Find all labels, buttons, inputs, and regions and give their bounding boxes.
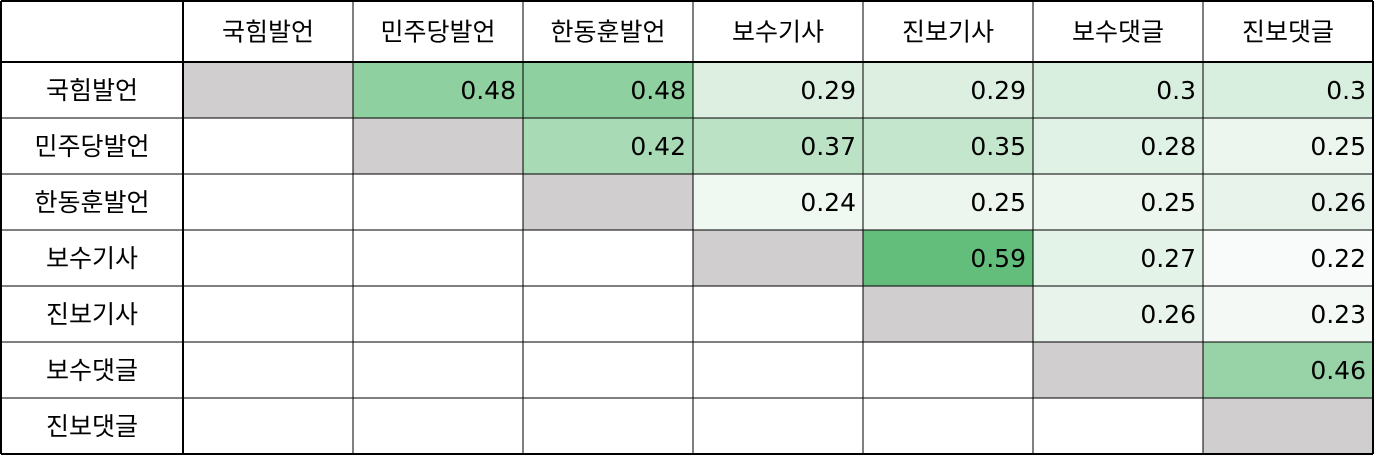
row-header: 진보댓글 xyxy=(46,412,138,441)
heatmap-value-label: 0.48 xyxy=(460,76,516,105)
heatmap-cell xyxy=(1203,118,1373,174)
heatmap-value-label: 0.46 xyxy=(1310,356,1366,385)
heatmap-grid xyxy=(0,0,1374,455)
heatmap-cell-empty xyxy=(353,230,523,286)
column-header: 보수기사 xyxy=(732,18,824,47)
heatmap-cell xyxy=(523,62,693,118)
heatmap-cell xyxy=(693,62,863,118)
heatmap-value-label: 0.59 xyxy=(970,244,1026,273)
column-header: 보수댓글 xyxy=(1072,18,1164,47)
heatmap-cell xyxy=(1033,174,1203,230)
heatmap-value-label: 0.35 xyxy=(970,132,1026,161)
heatmap-value-label: 0.25 xyxy=(1310,132,1366,161)
heatmap-cell xyxy=(1203,174,1373,230)
heatmap-cell-empty xyxy=(183,342,353,398)
column-header: 진보댓글 xyxy=(1242,18,1334,47)
heatmap-cell-empty xyxy=(693,286,863,342)
heatmap-cell xyxy=(1033,230,1203,286)
heatmap-value-label: 0.25 xyxy=(970,188,1026,217)
heatmap-cell-diagonal xyxy=(1033,342,1203,398)
heatmap-cell xyxy=(1203,62,1373,118)
heatmap-cell xyxy=(693,174,863,230)
row-header: 진보기사 xyxy=(46,300,138,329)
heatmap-cell-empty xyxy=(863,398,1033,454)
row-header: 보수댓글 xyxy=(46,356,138,385)
heatmap-value-label: 0.25 xyxy=(1140,188,1196,217)
row-header: 한동훈발언 xyxy=(34,188,149,217)
row-header: 민주당발언 xyxy=(34,132,149,161)
heatmap-cell xyxy=(1203,286,1373,342)
heatmap-cell xyxy=(523,118,693,174)
heatmap-cell-empty xyxy=(183,118,353,174)
heatmap-cell-empty xyxy=(693,342,863,398)
heatmap-cell-empty xyxy=(183,230,353,286)
heatmap-value-label: 0.24 xyxy=(800,188,856,217)
heatmap-cell-diagonal xyxy=(863,286,1033,342)
heatmap-value-label: 0.3 xyxy=(1156,76,1196,105)
heatmap-value-label: 0.29 xyxy=(970,76,1026,105)
heatmap-cell xyxy=(863,230,1033,286)
heatmap-value-label: 0.48 xyxy=(630,76,686,105)
heatmap-labels: 0.48 0.48 0.29 0.29 0.3 0.3 0.42 0.37 0.35 0.28 0.… xyxy=(34,18,1366,442)
heatmap-value-label: 0.37 xyxy=(800,132,856,161)
heatmap-cell xyxy=(693,118,863,174)
heatmap-cell xyxy=(1033,286,1203,342)
heatmap-cell xyxy=(863,118,1033,174)
heatmap-cell-empty xyxy=(1033,398,1203,454)
heatmap-cell-empty xyxy=(353,174,523,230)
heatmap-cell xyxy=(863,174,1033,230)
heatmap-cell xyxy=(353,62,523,118)
column-header: 민주당발언 xyxy=(380,18,495,47)
heatmap-cell-empty xyxy=(183,398,353,454)
heatmap-value-label: 0.42 xyxy=(630,132,686,161)
heatmap-cell-diagonal xyxy=(353,118,523,174)
heatmap-cell-empty xyxy=(183,286,353,342)
heatmap-cell xyxy=(863,62,1033,118)
heatmap-value-label: 0.27 xyxy=(1140,244,1196,273)
heatmap-cell-empty xyxy=(353,286,523,342)
heatmap-cell-diagonal xyxy=(523,174,693,230)
column-header: 국힘발언 xyxy=(222,18,314,47)
heatmap-cell xyxy=(1033,118,1203,174)
heatmap-value-label: 0.22 xyxy=(1310,244,1366,273)
heatmap-cell-empty xyxy=(353,342,523,398)
heatmap-value-label: 0.29 xyxy=(800,76,856,105)
heatmap-cell xyxy=(1033,62,1203,118)
heatmap-cell xyxy=(1203,342,1373,398)
column-header: 한동훈발언 xyxy=(550,18,665,47)
heatmap-value-label: 0.26 xyxy=(1140,300,1196,329)
heatmap-cell-empty xyxy=(523,398,693,454)
heatmap-cell-empty xyxy=(183,174,353,230)
heatmap-value-label: 0.23 xyxy=(1310,300,1366,329)
row-header: 보수기사 xyxy=(46,244,138,273)
column-header: 진보기사 xyxy=(902,18,994,47)
heatmap-cell-empty xyxy=(863,342,1033,398)
heatmap-cell-diagonal xyxy=(183,62,353,118)
heatmap-cell xyxy=(1203,230,1373,286)
heatmap-cell-empty xyxy=(693,398,863,454)
row-header: 국힘발언 xyxy=(46,76,138,105)
heatmap-cells xyxy=(183,62,1373,454)
heatmap-cell-empty xyxy=(523,286,693,342)
heatmap-cell-empty xyxy=(353,398,523,454)
heatmap-cell-diagonal xyxy=(693,230,863,286)
heatmap-value-label: 0.28 xyxy=(1140,132,1196,161)
heatmap-value-label: 0.3 xyxy=(1326,76,1366,105)
heatmap-cell-empty xyxy=(523,230,693,286)
heatmap-cell-diagonal xyxy=(1203,398,1373,454)
heatmap-cell-empty xyxy=(523,342,693,398)
heatmap-value-label: 0.26 xyxy=(1310,188,1366,217)
